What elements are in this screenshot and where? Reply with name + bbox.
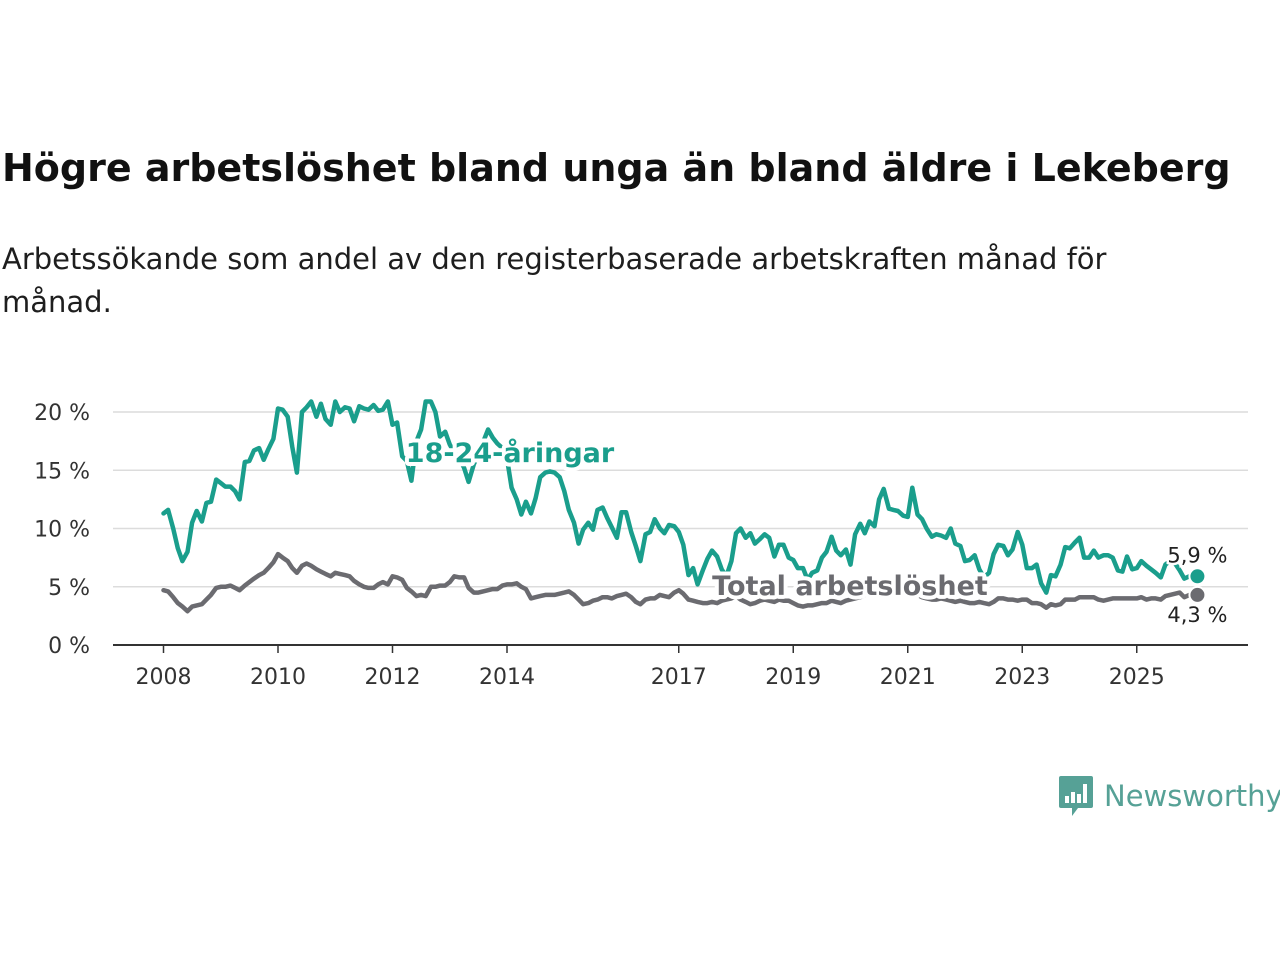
end-marker-total — [1188, 585, 1207, 604]
x-tick-label: 2023 — [994, 665, 1050, 690]
series-line-18-24 — [161, 399, 1192, 595]
annotations: 5,9 % 4,3 % 18-24-åringar Total arbetslöshe… — [402, 433, 1230, 629]
series-lines — [161, 399, 1192, 614]
x-tick-label: 2014 — [479, 665, 535, 690]
line-chart: 0 % 5 % 10 % 15 % 20 % 2008 2010 2012 2014 2017 20… — [34, 399, 1248, 690]
end-marker-18-24 — [1188, 567, 1207, 586]
x-tick-label: 2021 — [880, 665, 936, 690]
axes: 0 % 5 % 10 % 15 % 20 % 2008 2010 2012 2014 2017 20… — [34, 401, 1248, 690]
y-tick-label: 5 % — [48, 576, 90, 601]
chart-title: Högre arbetslöshet bland unga än bland ä… — [2, 146, 1231, 190]
logo-badge-shape — [1059, 776, 1093, 816]
series-label-total: Total arbetslöshet — [712, 571, 988, 602]
chart-subtitle: Arbetssökande som andel av den registerb… — [2, 242, 1107, 319]
x-tick-label: 2010 — [250, 665, 306, 690]
newsworthy-logo-icon — [1059, 776, 1093, 816]
x-tick-label: 2017 — [651, 665, 707, 690]
series-label-18-24: 18-24-åringar — [406, 437, 615, 469]
y-tick-label: 10 % — [34, 518, 90, 543]
brand-logo: Newsworthy — [1058, 774, 1280, 818]
y-tick-label: 20 % — [34, 401, 90, 426]
x-tick-label: 2025 — [1109, 665, 1165, 690]
x-tick-label: 2019 — [765, 665, 821, 690]
x-tick-label: 2012 — [365, 665, 421, 690]
series-line-total — [161, 551, 1192, 614]
x-tick-label: 2008 — [136, 665, 192, 690]
end-label-18-24: 5,9 % — [1167, 543, 1227, 567]
y-tick-label: 0 % — [48, 634, 90, 659]
end-label-total: 4,3 % — [1167, 603, 1227, 627]
brand-name: Newsworthy — [1104, 779, 1280, 813]
y-tick-label: 15 % — [34, 459, 90, 484]
